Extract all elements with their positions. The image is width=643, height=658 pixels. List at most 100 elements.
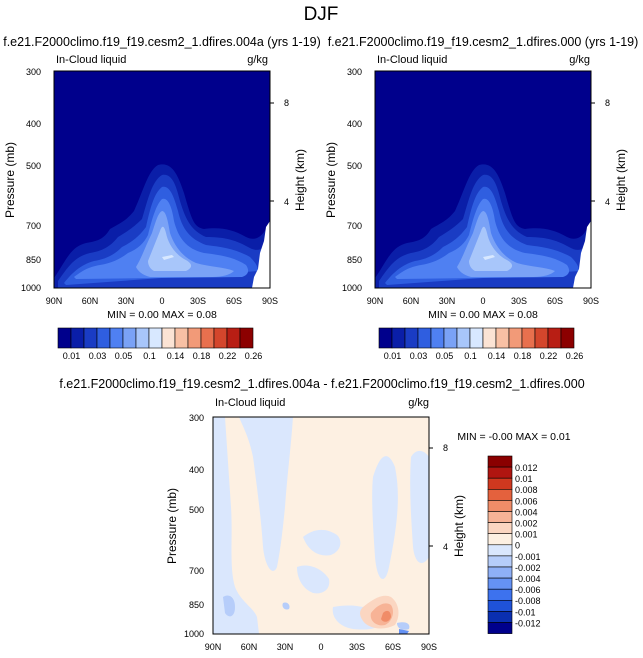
- colorbar-swatch: [378, 327, 393, 349]
- y-axis-label: Pressure (mb): [165, 488, 179, 564]
- colorbar-label: -0.002: [515, 563, 541, 573]
- x-tick-label: 60S: [385, 642, 401, 652]
- missing-data: [252, 221, 270, 288]
- y2-tick-label: 4: [443, 542, 448, 552]
- contour-neg-1: [303, 529, 341, 556]
- colorbar-label: -0.01: [515, 607, 536, 617]
- min-max-text: MIN = -0.00 MAX = 0.01: [457, 431, 570, 443]
- y-tick-label: 700: [189, 566, 204, 576]
- colorbar-swatch: [443, 327, 458, 349]
- colorbar-labels: 0.012 0.01 0.008 0.006 0.004 0.002 0.001…: [515, 463, 541, 628]
- colorbar-swatch: [96, 327, 111, 349]
- min-max-text: MIN = 0.00 MAX = 0.08: [428, 309, 538, 321]
- x-tick-label: 90S: [262, 296, 278, 306]
- y-tick-label: 850: [26, 255, 41, 265]
- y-tick-label: 500: [26, 161, 41, 171]
- y-tick-label: 850: [347, 255, 362, 265]
- colorbar-swatch: [456, 327, 471, 349]
- y-tick-label: 700: [347, 221, 362, 231]
- colorbar-label: 0.012: [515, 463, 538, 473]
- colorbar-label: 0.14: [167, 351, 185, 361]
- y2-axis-label: Height (km): [614, 149, 628, 211]
- y-tick-label: 400: [26, 119, 41, 129]
- colorbar-label: 0.001: [515, 530, 538, 540]
- colorbar-swatch: [487, 555, 513, 568]
- colorbar-swatch: [487, 577, 513, 590]
- colorbar-label: 0.05: [115, 351, 133, 361]
- panel-right-label: g/kg: [247, 54, 268, 66]
- y2-tick-label: 4: [605, 197, 610, 207]
- colorbar-label: 0.1: [143, 351, 156, 361]
- y-axis-pressure: 300 400 500 700 850 1000 Pressure (mb): [165, 413, 204, 639]
- y-tick-label: 850: [189, 600, 204, 610]
- colorbar-swatch: [487, 566, 513, 579]
- page-title: DJF: [304, 4, 339, 25]
- panel-title: f.e21.F2000climo.f19_f19.cesm2_1.dfires.…: [328, 35, 639, 49]
- plot-area: [53, 70, 271, 289]
- contour-level-8: [483, 255, 495, 260]
- colorbar-swatch: [122, 327, 137, 349]
- y-axis-height: 8 4 Height (km): [591, 98, 628, 211]
- colorbar-label: 0.26: [566, 351, 584, 361]
- contour-neg-1: [239, 417, 293, 571]
- y-tick-label: 500: [189, 505, 204, 515]
- colorbar-label: 0.18: [193, 351, 211, 361]
- colorbar-labels: 0.01 0.03 0.05 0.1 0.14 0.18 0.22 0.26: [63, 351, 263, 361]
- colorbar-swatch: [521, 327, 536, 349]
- min-max-text: MIN = 0.00 MAX = 0.08: [107, 309, 217, 321]
- colorbar-label: -0.012: [515, 618, 541, 628]
- colorbar-swatch: [148, 327, 163, 349]
- x-tick-label: 90S: [421, 642, 437, 652]
- plot-frame: [53, 70, 271, 289]
- plot-frame: [374, 70, 592, 289]
- panel-right-label: g/kg: [569, 54, 590, 66]
- y-tick-label: 1000: [21, 283, 41, 293]
- x-tick-label: 0: [480, 296, 485, 306]
- x-tick-label: 60S: [547, 296, 563, 306]
- contour-field: [54, 71, 270, 288]
- colorbar-label: 0.008: [515, 485, 538, 495]
- colorbar-label: 0.002: [515, 519, 538, 529]
- y-tick-label: 300: [26, 67, 41, 77]
- colorbar-label: 0.01: [63, 351, 81, 361]
- x-tick-label: 30N: [277, 642, 294, 652]
- x-tick-label: 30S: [349, 642, 365, 652]
- colorbar-swatch: [239, 327, 254, 349]
- colorbar-label: 0.05: [436, 351, 454, 361]
- y-axis-pressure: 300 400 500 700 850 1000 Pressure (mb): [324, 67, 362, 293]
- colorbar-swatch: [109, 327, 124, 349]
- x-tick-label: 90S: [583, 296, 599, 306]
- colorbar-swatch: [187, 327, 202, 349]
- panel-left-label: In-Cloud liquid: [215, 397, 285, 409]
- contour-zero: [213, 417, 429, 634]
- colorbar: [378, 327, 575, 349]
- contour-field: [213, 417, 429, 634]
- panel-top-right: f.e21.F2000climo.f19_f19.cesm2_1.dfires.…: [324, 35, 638, 361]
- y-axis-label: Pressure (mb): [324, 142, 338, 218]
- plot-area: [212, 416, 430, 635]
- x-axis: 90N 60N 30N 0 30S 60S 90S: [367, 296, 599, 306]
- colorbar-swatch: [135, 327, 150, 349]
- x-tick-label: 30S: [190, 296, 206, 306]
- contour-neg-2: [397, 622, 410, 630]
- colorbar-swatch: [404, 327, 419, 349]
- x-tick-label: 60S: [226, 296, 242, 306]
- colorbar-swatch: [487, 544, 513, 557]
- colorbar: [487, 455, 513, 634]
- colorbar-swatch: [495, 327, 510, 349]
- colorbar-swatch: [487, 455, 513, 468]
- x-tick-label: 30N: [439, 296, 456, 306]
- colorbar-swatch: [487, 522, 513, 534]
- y-axis-height: 8 4 Height (km): [429, 443, 466, 557]
- colorbar-swatch: [487, 488, 513, 501]
- plot-frame: [212, 416, 430, 635]
- colorbar-label: 0.14: [488, 351, 506, 361]
- y-tick-label: 400: [189, 465, 204, 475]
- x-tick-label: 60N: [403, 296, 420, 306]
- colorbar-label: -0.008: [515, 596, 541, 606]
- colorbar-label: 0: [515, 541, 520, 551]
- colorbar-swatch: [487, 477, 513, 490]
- panel-left-label: In-Cloud liquid: [56, 54, 126, 66]
- contour-neg-1: [213, 417, 259, 634]
- colorbar-label: 0.1: [464, 351, 477, 361]
